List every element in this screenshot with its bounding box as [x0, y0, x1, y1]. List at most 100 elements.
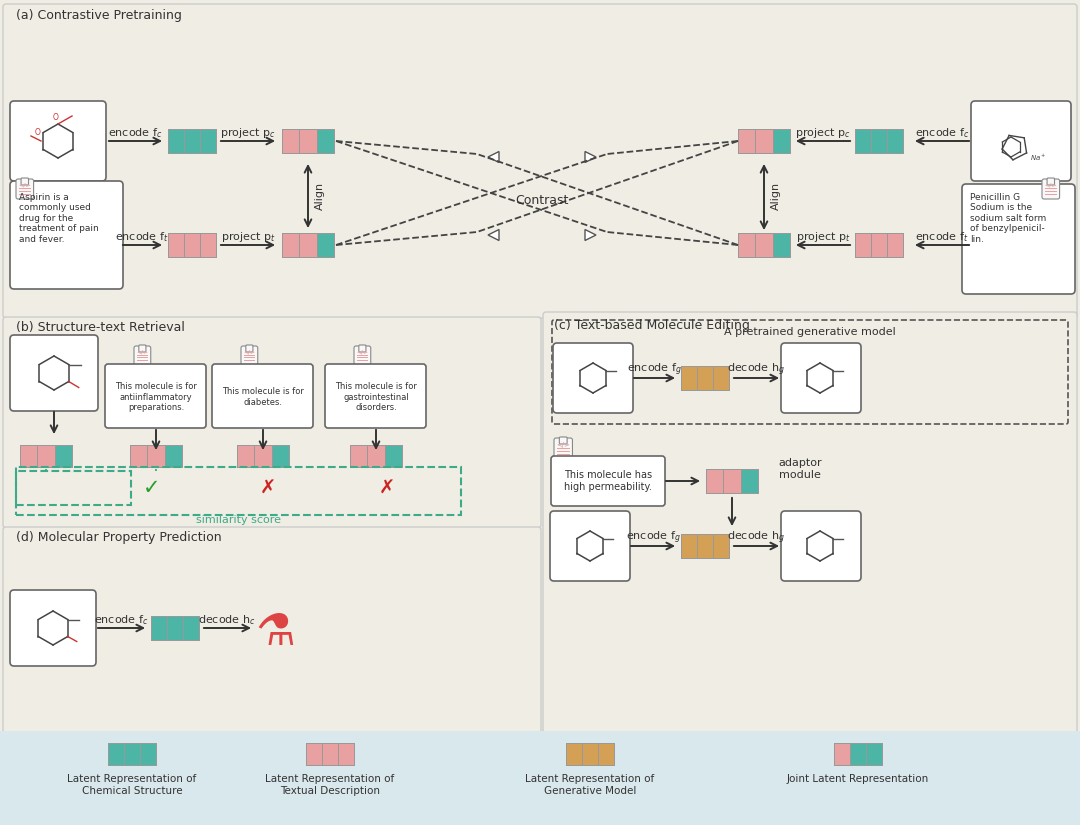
Bar [282, 233, 299, 257]
Bar [772, 233, 789, 257]
Bar [738, 233, 789, 257]
Bar [200, 129, 216, 153]
Bar [151, 616, 199, 640]
Bar [850, 743, 866, 765]
Text: Contrast: Contrast [515, 194, 569, 206]
Bar [299, 129, 316, 153]
Text: Joint Latent Representation: Joint Latent Representation [787, 774, 929, 784]
Bar [755, 129, 772, 153]
Text: decode h$_g$: decode h$_g$ [727, 530, 785, 546]
Text: </>: </> [136, 350, 148, 355]
Text: encode f$_c$: encode f$_c$ [94, 613, 148, 627]
FancyBboxPatch shape [3, 4, 1077, 318]
FancyBboxPatch shape [962, 184, 1075, 294]
Bar [706, 469, 758, 493]
Bar [16, 467, 461, 515]
Text: (c) Text-based Molecule Editing: (c) Text-based Molecule Editing [554, 318, 750, 332]
Bar [140, 743, 156, 765]
Text: ✗: ✗ [260, 478, 276, 497]
Text: project p$_c$: project p$_c$ [795, 126, 851, 140]
FancyBboxPatch shape [10, 101, 106, 181]
FancyBboxPatch shape [10, 335, 98, 411]
Bar [738, 129, 789, 153]
Text: Align: Align [771, 182, 781, 210]
Bar [681, 534, 697, 558]
Bar [350, 445, 367, 467]
FancyBboxPatch shape [781, 343, 861, 413]
Bar [167, 616, 183, 640]
Text: project p$_c$: project p$_c$ [220, 126, 275, 140]
Bar [855, 233, 870, 257]
Bar [183, 616, 199, 640]
Bar [681, 366, 697, 390]
FancyBboxPatch shape [241, 346, 258, 365]
Bar [887, 233, 903, 257]
Text: similarity score: similarity score [195, 515, 281, 525]
Bar [184, 129, 200, 153]
Bar [681, 534, 729, 558]
FancyBboxPatch shape [550, 511, 630, 581]
Text: This molecule is for
diabetes.: This molecule is for diabetes. [222, 387, 303, 407]
Bar [870, 233, 887, 257]
Bar [299, 233, 316, 257]
Bar [755, 233, 772, 257]
FancyBboxPatch shape [246, 345, 253, 352]
Bar [272, 445, 289, 467]
FancyBboxPatch shape [359, 345, 366, 352]
Bar [306, 743, 354, 765]
Text: A pretrained generative model: A pretrained generative model [724, 327, 896, 337]
Bar [855, 129, 870, 153]
Text: </>: </> [556, 441, 570, 448]
Bar [598, 743, 615, 765]
Bar [254, 445, 272, 467]
Bar [306, 743, 322, 765]
FancyBboxPatch shape [212, 364, 313, 428]
Bar [130, 445, 147, 467]
Text: project p$_t$: project p$_t$ [796, 230, 850, 244]
Text: Aspirin is a
commonly used
drug for the
treatment of pain
and fever.: Aspirin is a commonly used drug for the … [19, 193, 98, 243]
Bar [350, 445, 402, 467]
Bar [237, 445, 254, 467]
FancyBboxPatch shape [10, 590, 96, 666]
Bar [168, 233, 184, 257]
Text: encode f$_c$: encode f$_c$ [915, 126, 969, 140]
Bar [772, 129, 789, 153]
Text: (d) Molecular Property Prediction: (d) Molecular Property Prediction [16, 531, 221, 545]
Bar [38, 445, 55, 467]
Text: Penicillin G
Sodium is the
sodium salt form
of benzylpenicil-
lin.: Penicillin G Sodium is the sodium salt f… [970, 193, 1047, 243]
Bar [124, 743, 140, 765]
Text: O: O [53, 113, 59, 122]
Bar [887, 129, 903, 153]
Bar [697, 534, 713, 558]
Bar [130, 445, 183, 467]
FancyBboxPatch shape [781, 511, 861, 581]
Text: </>: </> [243, 350, 255, 355]
Text: O: O [35, 128, 41, 137]
Polygon shape [488, 152, 499, 163]
Text: Latent Representation of
Generative Model: Latent Representation of Generative Mode… [525, 774, 654, 795]
Bar [566, 743, 615, 765]
Bar [834, 743, 850, 765]
Text: </>: </> [356, 350, 368, 355]
Bar [168, 233, 216, 257]
Bar [870, 129, 887, 153]
Text: decode h$_g$: decode h$_g$ [727, 362, 785, 378]
Bar [697, 366, 713, 390]
Text: </>: </> [1044, 183, 1057, 188]
FancyBboxPatch shape [971, 101, 1071, 181]
Text: (b) Structure-text Retrieval: (b) Structure-text Retrieval [16, 322, 185, 334]
Bar [741, 469, 758, 493]
Bar [147, 445, 164, 467]
FancyBboxPatch shape [134, 346, 151, 365]
Text: $Na^+$: $Na^+$ [1030, 153, 1047, 163]
Text: This molecule is for
antiinflammatory
preparations.: This molecule is for antiinflammatory pr… [116, 382, 197, 412]
Bar [367, 445, 384, 467]
Bar [21, 445, 38, 467]
Bar [200, 233, 216, 257]
Bar [168, 129, 184, 153]
FancyBboxPatch shape [325, 364, 426, 428]
FancyBboxPatch shape [139, 345, 146, 352]
Text: project p$_t$: project p$_t$ [220, 230, 275, 244]
FancyBboxPatch shape [551, 456, 665, 506]
Bar [282, 129, 299, 153]
